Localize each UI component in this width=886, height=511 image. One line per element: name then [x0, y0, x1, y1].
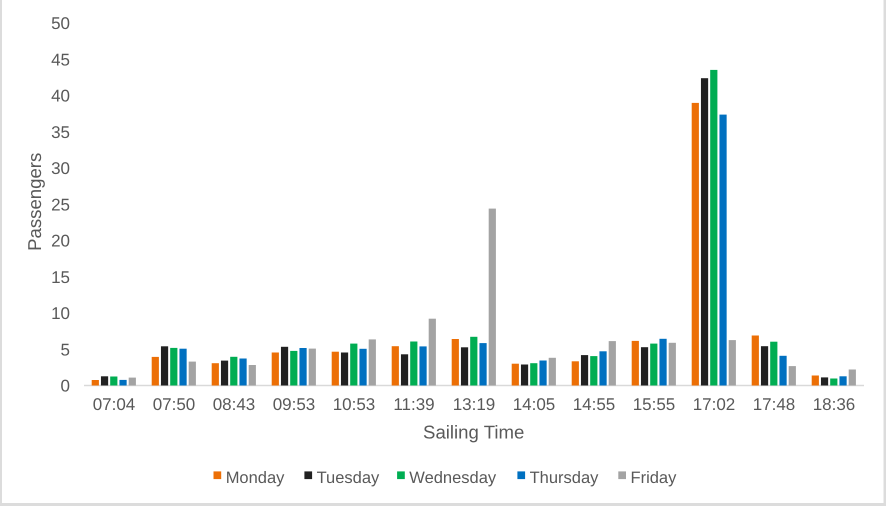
svg-text:50: 50: [51, 14, 70, 33]
svg-text:14:55: 14:55: [573, 395, 616, 414]
svg-text:15: 15: [51, 268, 70, 287]
svg-text:09:53: 09:53: [273, 395, 316, 414]
svg-text:11:39: 11:39: [393, 395, 434, 414]
svg-text:Sailing Time: Sailing Time: [423, 422, 524, 443]
svg-text:07:50: 07:50: [153, 395, 196, 414]
svg-text:35: 35: [51, 123, 70, 142]
svg-text:45: 45: [51, 50, 70, 69]
svg-text:20: 20: [51, 232, 70, 251]
svg-text:25: 25: [51, 195, 70, 214]
svg-text:10: 10: [51, 304, 70, 323]
svg-text:18:36: 18:36: [813, 395, 856, 414]
svg-text:Passengers: Passengers: [24, 153, 45, 251]
svg-text:Friday: Friday: [631, 469, 678, 487]
svg-text:0: 0: [61, 377, 70, 396]
svg-text:Monday: Monday: [226, 469, 285, 487]
svg-text:30: 30: [51, 159, 70, 178]
svg-text:5: 5: [61, 340, 70, 359]
svg-text:40: 40: [51, 87, 70, 106]
svg-text:Tuesday: Tuesday: [317, 469, 380, 487]
svg-text:14:05: 14:05: [513, 395, 556, 414]
svg-text:08:43: 08:43: [213, 395, 256, 414]
svg-text:13:19: 13:19: [453, 395, 496, 414]
svg-text:Wednesday: Wednesday: [409, 469, 497, 487]
svg-text:Thursday: Thursday: [530, 469, 600, 487]
svg-text:07:04: 07:04: [93, 395, 136, 414]
svg-text:10:53: 10:53: [333, 395, 376, 414]
svg-text:17:02: 17:02: [693, 395, 736, 414]
svg-text:17:48: 17:48: [753, 395, 796, 414]
svg-text:15:55: 15:55: [633, 395, 676, 414]
